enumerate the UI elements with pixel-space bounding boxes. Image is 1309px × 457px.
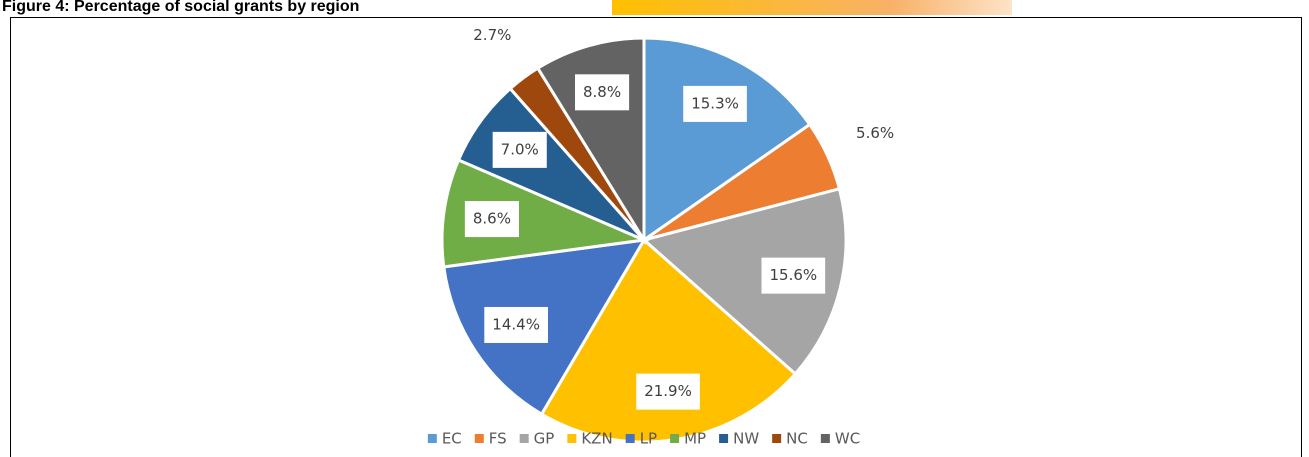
data-label-box [492, 131, 547, 168]
legend-swatch [820, 434, 830, 443]
data-label-box [683, 85, 747, 122]
legend-swatch [670, 434, 680, 443]
legend-swatch [719, 434, 729, 443]
data-label: 8.8% [583, 83, 621, 101]
data-label: 7.0% [501, 140, 539, 158]
data-label-box [484, 306, 548, 343]
data-label: 14.4% [492, 315, 540, 333]
legend-label: NW [733, 430, 759, 448]
pie-slice [440, 158, 650, 269]
data-label: 8.6% [473, 210, 511, 228]
data-label: 2.7% [473, 26, 511, 44]
legend-label: MP [684, 430, 706, 448]
data-label-box [464, 201, 519, 238]
data-label-box [575, 74, 630, 111]
legend-swatch [772, 434, 782, 443]
legend-label: EC [442, 430, 462, 448]
legend-swatch [474, 434, 484, 443]
legend-swatch [519, 434, 529, 443]
data-label: 15.3% [691, 94, 739, 112]
title-highlight [612, 0, 1012, 15]
legend-label: KZN [581, 430, 612, 448]
data-label: 21.9% [644, 382, 692, 400]
pie-slice [640, 186, 848, 377]
legend-label: FS [489, 430, 507, 448]
data-label-box [636, 373, 700, 410]
legend-label: LP [640, 430, 657, 448]
legend-label: GP [534, 430, 555, 448]
data-label: 15.6% [769, 266, 817, 284]
chart-title: Figure 4: Percentage of social grants by… [2, 0, 359, 15]
data-label: 5.6% [856, 124, 894, 142]
data-label-box [761, 257, 826, 294]
legend-swatch [567, 434, 577, 443]
legend-label: WC [835, 430, 860, 448]
legend-label: NC [786, 430, 808, 448]
legend-swatch [625, 434, 635, 443]
data-labels: 15.3% 5.6% 15.6% 21.9% 14.4% 8.6% 7.0% 2.7% 8.8% [464, 26, 894, 410]
legend: EC FS GP KZN LP MP NW NC WC [427, 430, 860, 448]
legend-swatch [427, 434, 437, 443]
